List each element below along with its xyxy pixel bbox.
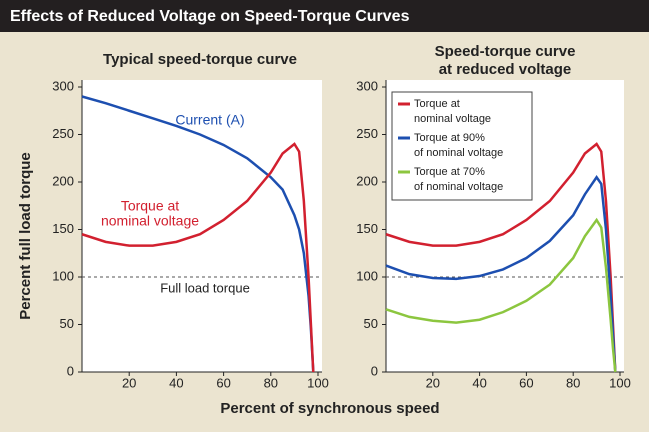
y-tick-label: 300 xyxy=(356,78,378,93)
series-label: nominal voltage xyxy=(101,213,199,229)
legend-label: of nominal voltage xyxy=(414,147,503,159)
reference-label: Full load torque xyxy=(160,280,250,295)
x-tick-label: 20 xyxy=(426,375,440,390)
page-title: Effects of Reduced Voltage on Speed-Torq… xyxy=(10,8,410,25)
y-axis-label: Percent full load torque xyxy=(17,152,34,320)
x-tick-label: 60 xyxy=(519,375,533,390)
x-tick-label: 20 xyxy=(122,375,136,390)
x-tick-label: 100 xyxy=(609,375,631,390)
x-tick-label: 60 xyxy=(216,375,230,390)
y-tick-label: 250 xyxy=(356,126,378,141)
legend-label: Torque at xyxy=(414,98,460,110)
x-tick-label: 40 xyxy=(472,375,486,390)
y-tick-label: 100 xyxy=(356,268,378,283)
series-line xyxy=(81,95,315,373)
x-axis-label: Percent of synchronous speed xyxy=(220,400,439,417)
y-tick-label: 0 xyxy=(371,363,378,378)
y-tick-label: 100 xyxy=(52,268,74,283)
y-tick-label: 50 xyxy=(60,316,74,331)
y-tick-label: 150 xyxy=(52,221,74,236)
x-tick-label: 80 xyxy=(566,375,580,390)
legend-label: Torque at 90% xyxy=(414,132,485,144)
legend-label: of nominal voltage xyxy=(414,181,503,193)
y-tick-label: 200 xyxy=(356,173,378,188)
header-bar xyxy=(0,0,649,32)
series-line xyxy=(385,217,617,373)
legend-label: nominal voltage xyxy=(414,113,491,125)
panel-title: Typical speed-torque curve xyxy=(103,51,297,68)
y-tick-label: 250 xyxy=(52,126,74,141)
legend-label: Torque at 70% xyxy=(414,166,485,178)
x-tick-label: 40 xyxy=(169,375,183,390)
legend-box xyxy=(391,91,533,201)
series-line xyxy=(81,142,315,373)
panel-title: Speed-torque curve xyxy=(435,43,576,60)
series-line xyxy=(385,142,617,373)
plot-area xyxy=(82,80,322,372)
x-tick-label: 100 xyxy=(307,375,329,390)
y-tick-label: 150 xyxy=(356,221,378,236)
y-tick-label: 0 xyxy=(67,363,74,378)
x-tick-label: 80 xyxy=(264,375,278,390)
panel-title: at reduced voltage xyxy=(439,61,572,78)
series-label: Current (A) xyxy=(175,112,244,128)
y-tick-label: 50 xyxy=(364,316,378,331)
series-line xyxy=(385,175,617,373)
series-label: Torque at xyxy=(121,198,179,214)
y-tick-label: 200 xyxy=(52,173,74,188)
y-tick-label: 300 xyxy=(52,78,74,93)
